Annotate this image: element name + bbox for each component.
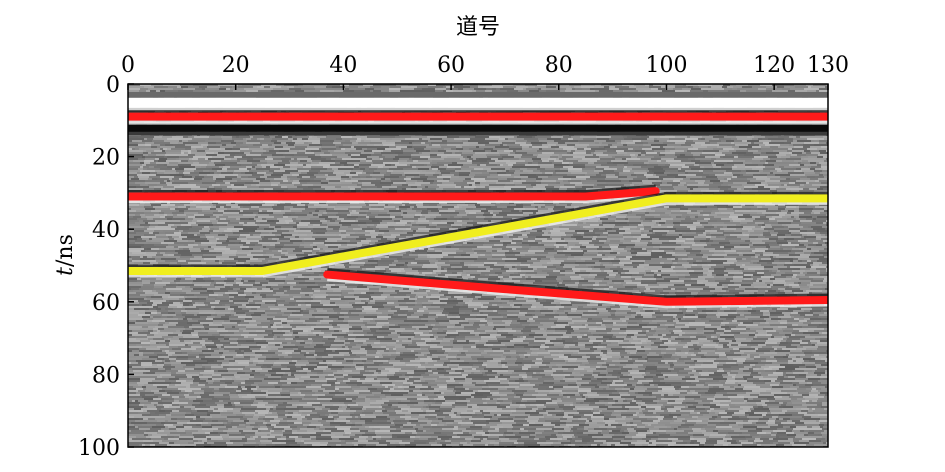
y-tick-label: 80: [92, 363, 120, 388]
y-tick-label: 0: [106, 73, 120, 98]
reflection-band: [128, 131, 828, 136]
reflection-band: [128, 107, 828, 111]
reflection-band: [128, 122, 828, 125]
series-3-halo: [128, 201, 828, 278]
y-tick-label: 100: [78, 436, 120, 461]
y-axis-ticks: 0 20 40 60 80 100: [78, 73, 134, 461]
y-tick-label: 20: [92, 146, 120, 171]
x-tick-label: 60: [437, 53, 465, 78]
y-tick-label: 60: [92, 291, 120, 316]
x-axis-title: 道号: [456, 15, 500, 40]
series-3-line: [128, 194, 828, 275]
reflection-band: [128, 97, 828, 108]
y-axis-title-var: t: [53, 267, 78, 276]
reflection-bands: [128, 91, 828, 136]
series-4-shadow: [327, 268, 828, 299]
x-axis-ticks: 0 20 40 60 80 100 120 130: [121, 53, 849, 90]
x-tick-label: 120: [753, 53, 795, 78]
series-4-halo: [327, 278, 828, 309]
series-layer: [128, 110, 828, 309]
series-2-halo: [128, 194, 656, 204]
plot-area: [127, 83, 829, 448]
series-2-shadow: [128, 184, 656, 194]
series-4-line: [323, 270, 828, 306]
x-tick-label: 20: [222, 53, 250, 78]
plot-frame: [127, 83, 829, 448]
reflection-band: [128, 124, 828, 132]
x-tick-label: 130: [807, 53, 849, 78]
y-tick-label: 40: [92, 218, 120, 243]
x-tick-label: 80: [545, 53, 573, 78]
series-3-shadow: [128, 191, 828, 268]
reflection-band: [128, 91, 828, 98]
series-2-line: [128, 187, 660, 201]
y-axis-title-unit: /ns: [53, 234, 78, 267]
x-tick-label: 40: [329, 53, 357, 78]
x-tick-label: 0: [121, 53, 135, 78]
y-axis-title: t/ns: [53, 234, 78, 276]
x-tick-label: 100: [645, 53, 687, 78]
